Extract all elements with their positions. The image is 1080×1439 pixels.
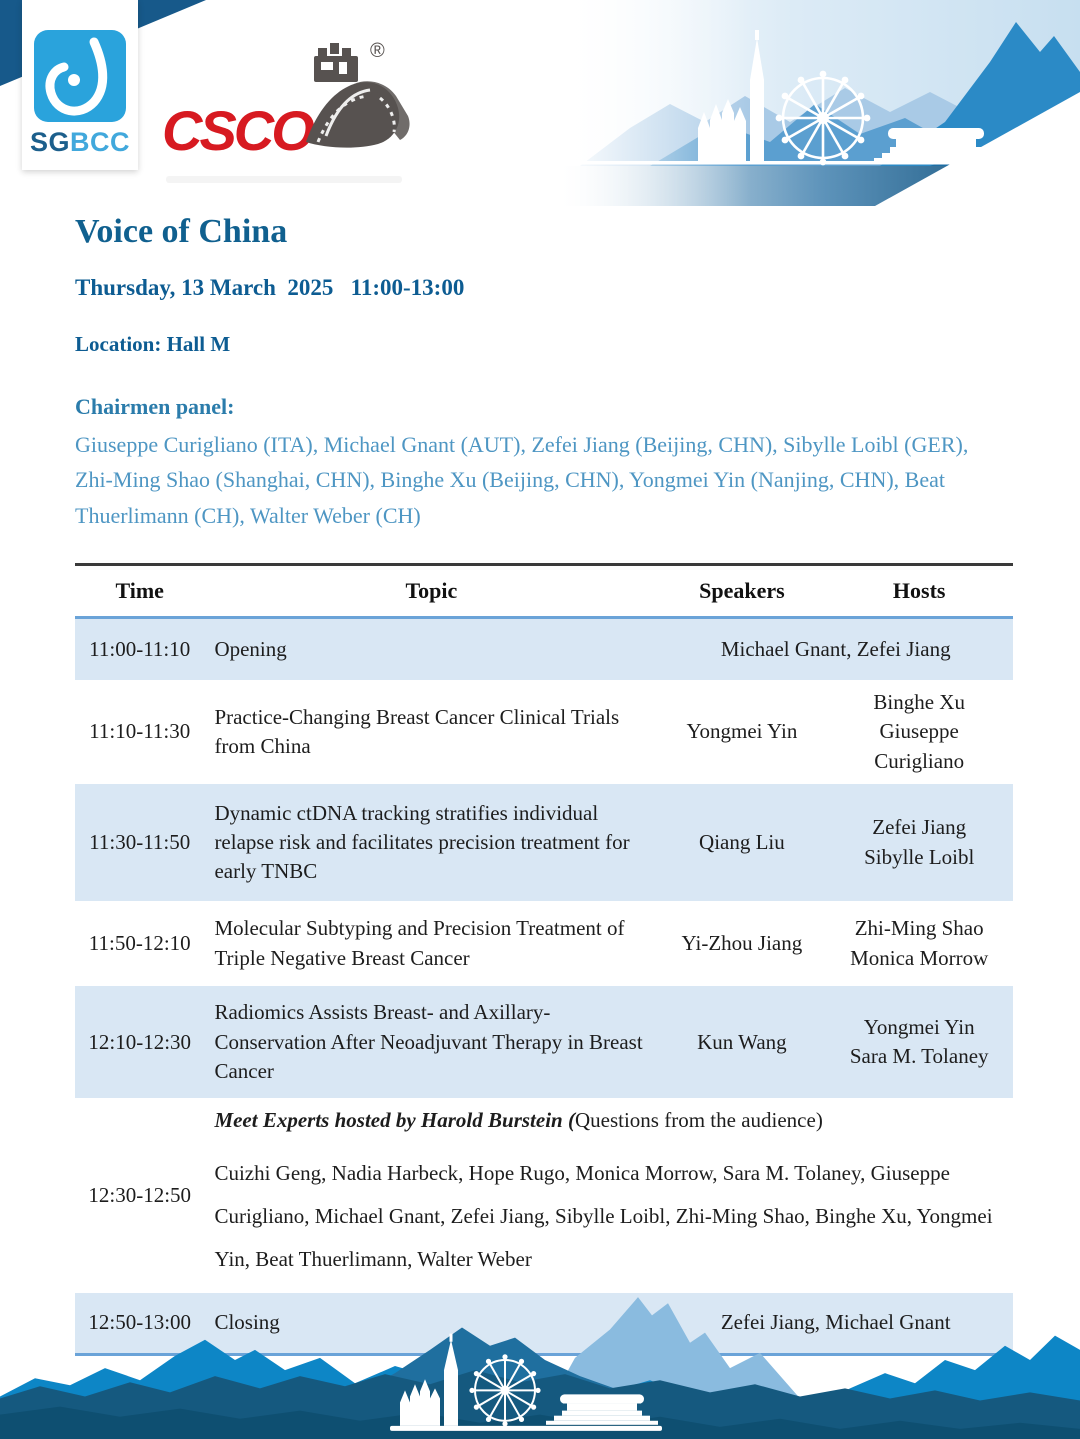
cell-speaker: Kun Wang xyxy=(697,1029,787,1054)
session-location: Location: Hall M xyxy=(75,331,231,356)
page-content: Voice of China Thursday, 13 March 2025 1… xyxy=(75,213,1013,1357)
host-name: Giuseppe Curigliano xyxy=(874,719,965,773)
table-row: 12:50-13:00 Closing Zefei Jiang, Michael… xyxy=(75,1292,1013,1357)
registered-trademark-icon: ® xyxy=(370,40,385,62)
csco-subtext-faint xyxy=(166,176,402,183)
host-name: Monica Morrow xyxy=(850,945,989,970)
csco-logo: CSCO ® xyxy=(158,34,428,184)
host-name: Zefei Jiang xyxy=(872,815,967,840)
cell-speakers-hosts: Zefei Jiang, Michael Gnant xyxy=(658,1292,1013,1357)
cell-speaker: Qiang Liu xyxy=(699,830,785,855)
table-header-row: Time Topic Speakers Hosts xyxy=(75,562,1013,619)
cell-topic: Molecular Subtyping and Precision Treatm… xyxy=(214,916,625,970)
cell-topic: Opening xyxy=(214,636,287,661)
meet-experts-subtitle: Questions from the audience) xyxy=(574,1108,823,1133)
host-name: Sibylle Loibl xyxy=(864,844,975,869)
meet-experts-title: Meet Experts hosted by Harold Burstein ( xyxy=(214,1108,575,1133)
cell-topic: Practice-Changing Breast Cancer Clinical… xyxy=(214,704,620,759)
program-table: Time Topic Speakers Hosts 11:00-11:10 Op… xyxy=(75,562,1013,1357)
footer-monuments xyxy=(390,1333,662,1431)
column-header-speakers: Speakers xyxy=(658,562,826,619)
column-header-topic: Topic xyxy=(204,562,659,619)
cell-time: 11:50-12:10 xyxy=(88,931,191,956)
csco-wordmark: CSCO xyxy=(162,99,315,162)
column-header-hosts: Hosts xyxy=(825,562,1013,619)
host-name: Zhi-Ming Shao xyxy=(854,916,984,941)
chairmen-panel-names: Giuseppe Curigliano (ITA), Michael Gnant… xyxy=(75,431,969,528)
table-row: 11:10-11:30 Practice-Changing Breast Can… xyxy=(75,680,1013,784)
cell-speaker: Yongmei Yin xyxy=(686,719,798,744)
table-row: 12:10-12:30 Radiomics Assists Breast- an… xyxy=(75,986,1013,1099)
cell-meet-experts: Meet Experts hosted by Harold Burstein (… xyxy=(204,1098,1013,1293)
cell-hosts: Zefei Jiang Sibylle Loibl xyxy=(825,784,1013,901)
cell-hosts: Yongmei Yin Sara M. Tolaney xyxy=(825,986,1013,1098)
great-wall-icon xyxy=(306,43,410,148)
cell-time: 12:30-12:50 xyxy=(88,1182,192,1207)
host-name: Sara M. Tolaney xyxy=(849,1044,989,1069)
page-title: Voice of China xyxy=(75,213,288,250)
sgbcc-wordmark-light: BCC xyxy=(70,127,130,157)
sgbcc-wordmark: SGBCC xyxy=(22,127,138,158)
table-row: 11:00-11:10 Opening Michael Gnant, Zefei… xyxy=(75,617,1013,681)
sgbcc-logo: SGBCC xyxy=(22,0,138,170)
cell-time: 12:10-12:30 xyxy=(88,1029,192,1054)
sgbcc-wordmark-bold: SG xyxy=(29,127,70,157)
cell-time: 12:50-13:00 xyxy=(75,1292,205,1357)
cell-time: 11:10-11:30 xyxy=(89,719,191,744)
table-row: 11:50-12:10 Molecular Subtyping and Prec… xyxy=(75,901,1013,986)
header-skyline-banner xyxy=(560,0,1080,206)
cell-hosts: Zhi-Ming Shao Monica Morrow xyxy=(825,901,1013,986)
breast-brush-icon xyxy=(34,30,126,122)
chairmen-panel-label: Chairmen panel: xyxy=(75,393,235,419)
cell-time: 11:30-11:50 xyxy=(89,830,191,855)
meet-experts-participants: Cuizhi Geng, Nadia Harbeck, Hope Rugo, M… xyxy=(214,1160,993,1271)
cell-time: 11:00-11:10 xyxy=(89,636,191,661)
cell-topic: Dynamic ctDNA tracking stratifies indivi… xyxy=(214,800,630,884)
meet-experts-heading: Meet Experts hosted by Harold Burstein (… xyxy=(214,1106,1003,1135)
cell-hosts: Binghe Xu Giuseppe Curigliano xyxy=(825,680,1013,784)
host-name: Yongmei Yin xyxy=(863,1014,975,1039)
table-row: 12:30-12:50 Meet Experts hosted by Harol… xyxy=(75,1098,1013,1293)
cell-topic: Radiomics Assists Breast- and Axillary-C… xyxy=(214,1000,643,1083)
column-header-time: Time xyxy=(75,562,205,619)
cell-speaker: Yi-Zhou Jiang xyxy=(681,931,803,956)
table-row: 11:30-11:50 Dynamic ctDNA tracking strat… xyxy=(75,784,1013,902)
session-datetime: Thursday, 13 March 2025 11:00-13:00 xyxy=(75,274,465,300)
host-name: Binghe Xu xyxy=(873,690,965,715)
cell-speakers-hosts: Michael Gnant, Zefei Jiang xyxy=(720,636,951,661)
footer-skyline xyxy=(0,1297,1080,1439)
